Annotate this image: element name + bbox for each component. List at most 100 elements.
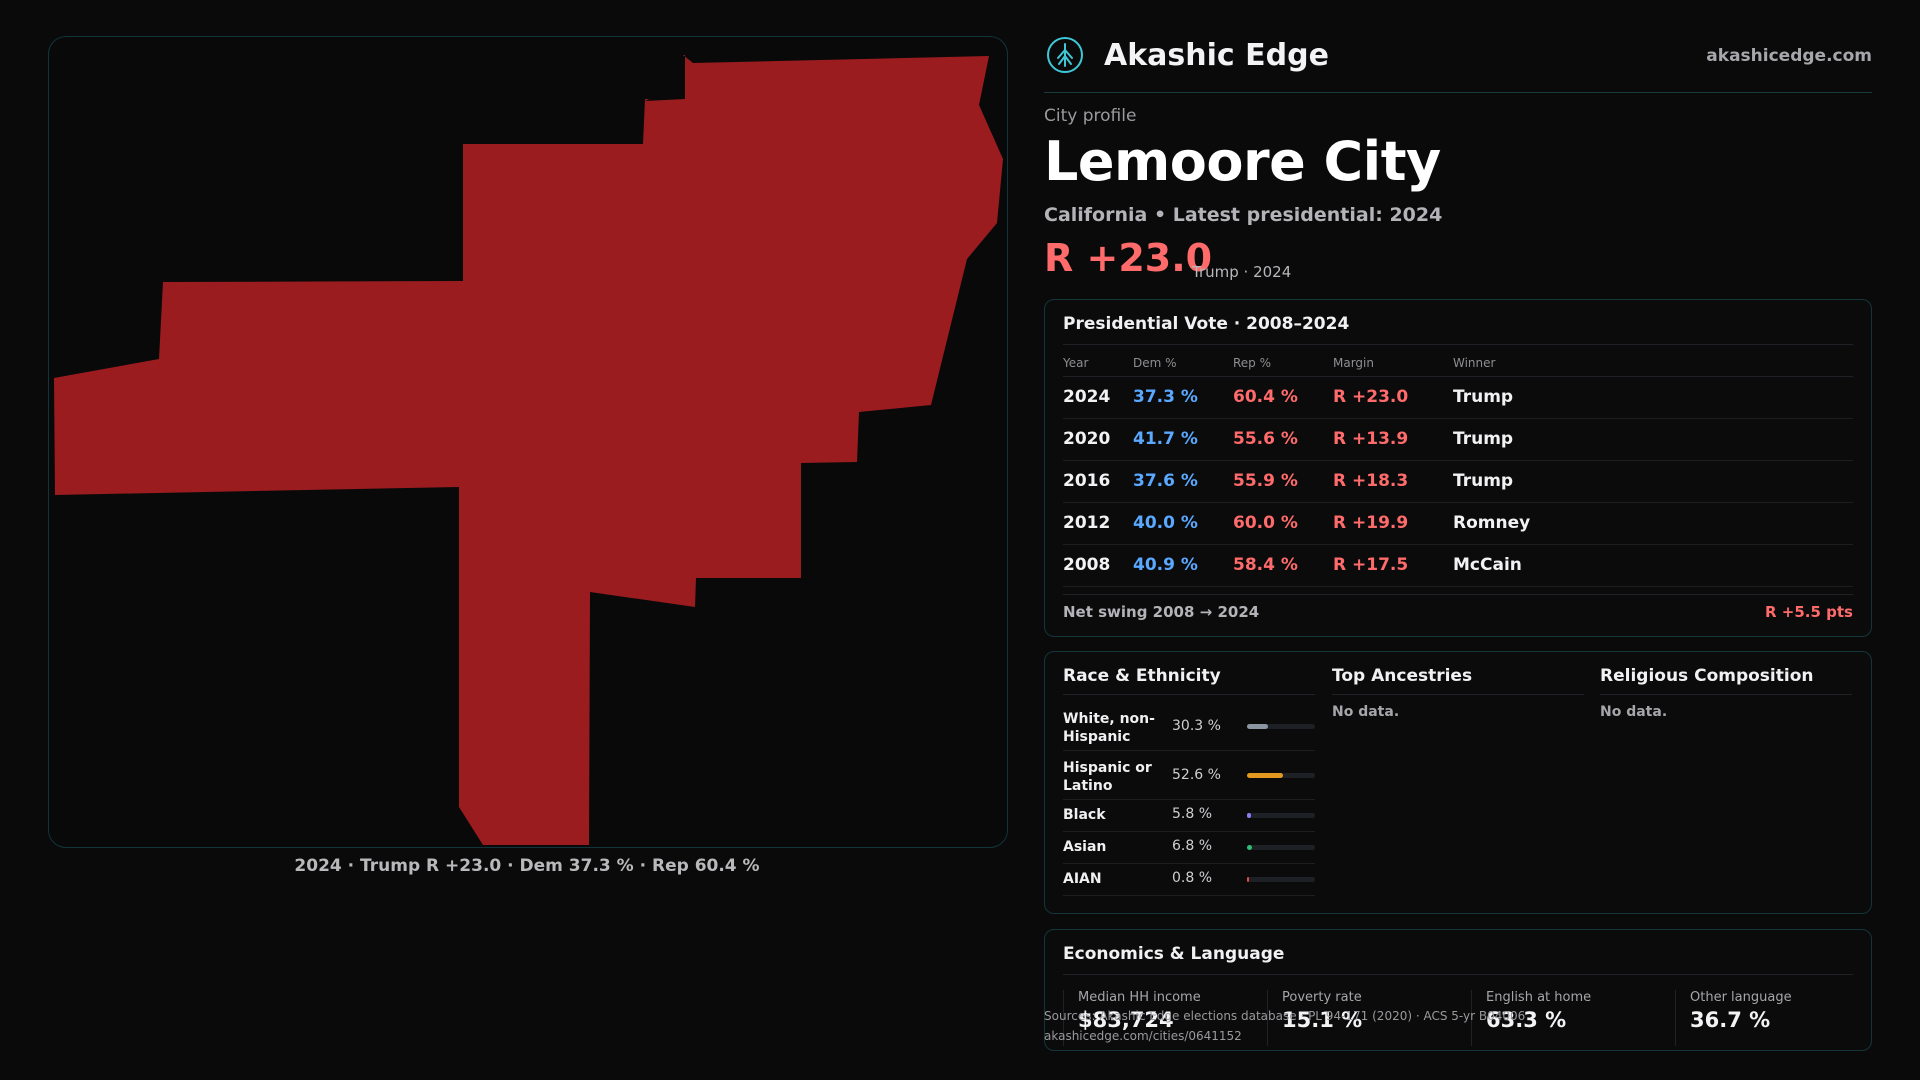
stat-label: English at home [1486, 990, 1592, 1005]
cell-rep: 55.9 % [1233, 471, 1298, 491]
ancestries-empty: No data. [1332, 704, 1400, 720]
stat-label: Poverty rate [1282, 990, 1362, 1005]
col-year: Year [1063, 356, 1089, 370]
list-item: Hispanic or Latino 52.6 % [1063, 751, 1315, 800]
stat-value: 15.1 % [1282, 1008, 1363, 1032]
religion-title: Religious Composition [1600, 666, 1814, 686]
cell-margin: R +23.0 [1333, 387, 1409, 407]
cell-dem: 41.7 % [1133, 429, 1198, 449]
race-bar [1247, 724, 1315, 729]
footer-link[interactable]: akashicedge.com/cities/0641152 [1044, 1029, 1242, 1043]
race-bar-fill [1247, 724, 1268, 729]
race-bar [1247, 845, 1315, 850]
cell-year: 2020 [1063, 429, 1111, 449]
page-kicker: City profile [1044, 106, 1137, 126]
table-row: 2024 37.3 % 60.4 % R +23.0 Trump [1063, 377, 1853, 419]
race-name: Black [1063, 807, 1106, 823]
table-row: 2020 41.7 % 55.6 % R +13.9 Trump [1063, 419, 1853, 461]
stat-value: $83,724 [1078, 1008, 1174, 1032]
cell-margin: R +18.3 [1333, 471, 1409, 491]
cell-rep: 58.4 % [1233, 555, 1298, 575]
vote-card-title: Presidential Vote · 2008–2024 [1063, 314, 1350, 334]
race-bar [1247, 877, 1315, 882]
ancestries-section: Top Ancestries No data. [1332, 652, 1584, 912]
econ-title: Economics & Language [1063, 944, 1285, 964]
cell-year: 2008 [1063, 555, 1111, 575]
race-pct: 30.3 % [1172, 718, 1221, 734]
col-winner: Winner [1453, 356, 1496, 370]
brand-header: Akashic Edge akashicedge.com [1044, 36, 1872, 76]
divider [1600, 694, 1852, 695]
col-margin: Margin [1333, 356, 1374, 370]
city-boundary-map [54, 55, 1003, 845]
stat-label: Other language [1690, 990, 1792, 1005]
cell-dem: 40.0 % [1133, 513, 1198, 533]
brand-name: Akashic Edge [1104, 38, 1329, 73]
divider [1063, 344, 1853, 345]
race-bar [1247, 813, 1315, 818]
race-name: Asian [1063, 839, 1107, 855]
tree-emblem-icon [1047, 37, 1083, 73]
footer-sources: Sources: Akashic Edge elections database… [1044, 1009, 1526, 1023]
col-dem: Dem % [1133, 356, 1177, 370]
race-pct: 52.6 % [1172, 767, 1221, 783]
stat-english-home: English at home 63.3 % [1471, 990, 1674, 1046]
map-caption: 2024 · Trump R +23.0 · Dem 37.3 % · Rep … [294, 856, 760, 876]
cell-dem: 37.3 % [1133, 387, 1198, 407]
race-bar-fill [1247, 877, 1250, 882]
cell-rep: 60.4 % [1233, 387, 1298, 407]
race-ethnicity-section: Race & Ethnicity White, non-Hispanic 30.… [1063, 652, 1315, 912]
race-bar [1247, 773, 1315, 778]
list-item: White, non-Hispanic 30.3 % [1063, 704, 1315, 751]
cell-margin: R +13.9 [1333, 429, 1409, 449]
presidential-vote-card: Presidential Vote · 2008–2024 Year Dem %… [1044, 299, 1872, 637]
table-row: 2016 37.6 % 55.9 % R +18.3 Trump [1063, 461, 1853, 503]
cell-dem: 37.6 % [1133, 471, 1198, 491]
race-bar-fill [1247, 845, 1252, 850]
col-rep: Rep % [1233, 356, 1272, 370]
headline-margin: R +23.0 [1044, 236, 1213, 280]
cell-winner: Trump [1453, 387, 1514, 407]
net-swing: Net swing 2008 → 2024 R +5.5 pts [1063, 594, 1853, 631]
cell-margin: R +19.9 [1333, 513, 1409, 533]
cell-year: 2016 [1063, 471, 1111, 491]
table-row: 2012 40.0 % 60.0 % R +19.9 Romney [1063, 503, 1853, 545]
race-name: White, non-Hispanic [1063, 711, 1155, 745]
demographics-card: Race & Ethnicity White, non-Hispanic 30.… [1044, 651, 1872, 914]
cell-winner: Trump [1453, 471, 1514, 491]
vote-table-header: Year Dem % Rep % Margin Winner [1063, 350, 1853, 377]
list-item: Black 5.8 % [1063, 800, 1315, 832]
header-divider [1044, 92, 1872, 93]
table-row: 2008 40.9 % 58.4 % R +17.5 McCain [1063, 545, 1853, 587]
list-item: Asian 6.8 % [1063, 832, 1315, 864]
cell-rep: 60.0 % [1233, 513, 1298, 533]
divider [1332, 694, 1584, 695]
stat-value: 36.7 % [1690, 1008, 1771, 1032]
cell-rep: 55.6 % [1233, 429, 1298, 449]
race-name: AIAN [1063, 871, 1102, 887]
page-title: Lemoore City [1044, 130, 1441, 193]
cell-winner: Trump [1453, 429, 1514, 449]
net-swing-value: R +5.5 pts [1765, 603, 1853, 621]
race-name: Hispanic or Latino [1063, 760, 1152, 794]
cell-margin: R +17.5 [1333, 555, 1409, 575]
brand-url-link[interactable]: akashicedge.com [1706, 46, 1872, 66]
divider [1063, 694, 1315, 695]
race-pct: 0.8 % [1172, 870, 1213, 886]
cell-year: 2024 [1063, 387, 1111, 407]
stat-other-language: Other language 36.7 % [1675, 990, 1860, 1046]
stat-label: Median HH income [1078, 990, 1201, 1005]
religion-empty: No data. [1600, 704, 1668, 720]
cell-year: 2012 [1063, 513, 1111, 533]
religion-section: Religious Composition No data. [1600, 652, 1852, 912]
race-pct: 5.8 % [1172, 806, 1213, 822]
page-subtitle: California • Latest presidential: 2024 [1044, 204, 1443, 226]
headline-note: Trump · 2024 [1192, 263, 1292, 281]
race-pct: 6.8 % [1172, 838, 1213, 854]
city-map[interactable] [48, 36, 1008, 848]
economics-card: Economics & Language Median HH income $8… [1044, 929, 1872, 1051]
cell-winner: McCain [1453, 555, 1522, 575]
city-boundary-shape [54, 55, 1003, 845]
race-bar-fill [1247, 813, 1251, 818]
ancestries-title: Top Ancestries [1332, 666, 1473, 686]
